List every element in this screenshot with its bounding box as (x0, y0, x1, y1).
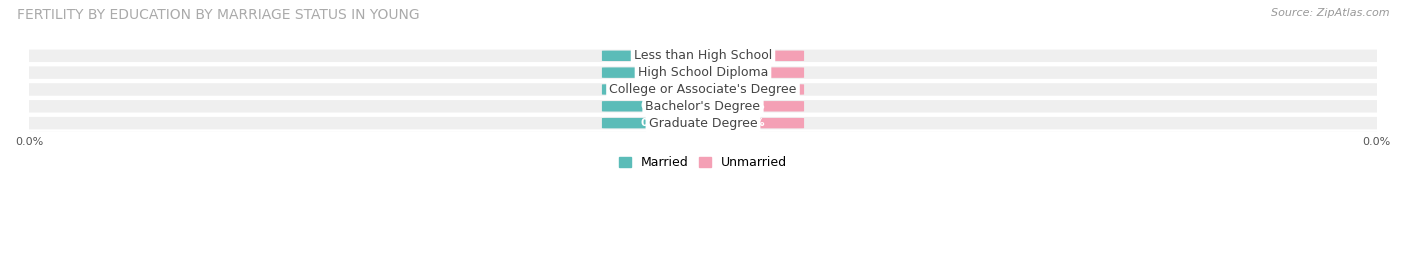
FancyBboxPatch shape (602, 118, 710, 128)
FancyBboxPatch shape (696, 101, 804, 112)
Text: 0.0%: 0.0% (641, 51, 671, 61)
FancyBboxPatch shape (15, 66, 1391, 79)
FancyBboxPatch shape (15, 83, 1391, 96)
FancyBboxPatch shape (696, 50, 804, 61)
FancyBboxPatch shape (696, 68, 804, 78)
FancyBboxPatch shape (602, 50, 710, 61)
Text: 0.0%: 0.0% (735, 85, 765, 94)
Text: 0.0%: 0.0% (641, 101, 671, 111)
FancyBboxPatch shape (602, 101, 710, 112)
Text: 0.0%: 0.0% (641, 68, 671, 78)
Legend: Married, Unmarried: Married, Unmarried (619, 156, 787, 169)
Text: Less than High School: Less than High School (634, 49, 772, 62)
Text: 0.0%: 0.0% (641, 85, 671, 94)
Text: High School Diploma: High School Diploma (638, 66, 768, 79)
FancyBboxPatch shape (15, 117, 1391, 129)
Text: College or Associate's Degree: College or Associate's Degree (609, 83, 797, 96)
FancyBboxPatch shape (602, 84, 710, 95)
Text: 0.0%: 0.0% (641, 118, 671, 128)
Text: FERTILITY BY EDUCATION BY MARRIAGE STATUS IN YOUNG: FERTILITY BY EDUCATION BY MARRIAGE STATU… (17, 8, 419, 22)
Text: Source: ZipAtlas.com: Source: ZipAtlas.com (1271, 8, 1389, 18)
FancyBboxPatch shape (696, 84, 804, 95)
Text: Graduate Degree: Graduate Degree (648, 117, 758, 130)
Text: 0.0%: 0.0% (735, 51, 765, 61)
Text: 0.0%: 0.0% (735, 118, 765, 128)
FancyBboxPatch shape (602, 68, 710, 78)
FancyBboxPatch shape (15, 100, 1391, 113)
Text: 0.0%: 0.0% (735, 101, 765, 111)
Text: Bachelor's Degree: Bachelor's Degree (645, 100, 761, 113)
FancyBboxPatch shape (15, 50, 1391, 62)
Text: 0.0%: 0.0% (735, 68, 765, 78)
FancyBboxPatch shape (696, 118, 804, 128)
